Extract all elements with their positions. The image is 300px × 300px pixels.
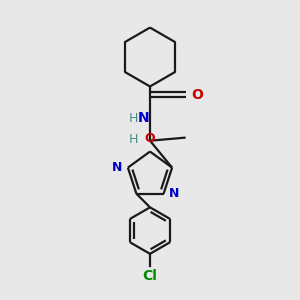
Text: N: N [169, 187, 180, 200]
Text: O: O [191, 88, 203, 102]
Text: Cl: Cl [142, 269, 158, 283]
Text: H: H [128, 133, 138, 146]
Text: O: O [145, 132, 155, 145]
Text: N: N [137, 111, 149, 125]
Text: H: H [128, 112, 138, 125]
Text: N: N [112, 161, 122, 174]
